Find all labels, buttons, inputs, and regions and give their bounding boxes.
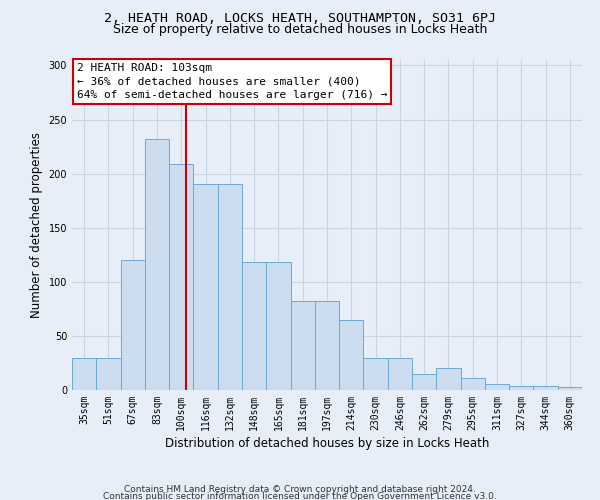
Bar bbox=[169, 164, 193, 390]
Text: Size of property relative to detached houses in Locks Heath: Size of property relative to detached ho… bbox=[113, 22, 487, 36]
Bar bbox=[290, 302, 315, 390]
Text: Contains public sector information licensed under the Open Government Licence v3: Contains public sector information licen… bbox=[103, 492, 497, 500]
Text: 2 HEATH ROAD: 103sqm
← 36% of detached houses are smaller (400)
64% of semi-deta: 2 HEATH ROAD: 103sqm ← 36% of detached h… bbox=[77, 64, 388, 100]
Bar bbox=[315, 302, 339, 390]
Bar bbox=[412, 374, 436, 390]
Bar bbox=[485, 384, 509, 390]
Bar bbox=[145, 139, 169, 390]
Bar bbox=[242, 262, 266, 390]
Bar bbox=[558, 387, 582, 390]
Bar bbox=[266, 262, 290, 390]
Bar bbox=[533, 386, 558, 390]
Bar bbox=[461, 378, 485, 390]
Bar bbox=[121, 260, 145, 390]
Bar bbox=[436, 368, 461, 390]
Bar bbox=[364, 358, 388, 390]
Text: Contains HM Land Registry data © Crown copyright and database right 2024.: Contains HM Land Registry data © Crown c… bbox=[124, 486, 476, 494]
Bar bbox=[509, 386, 533, 390]
Text: 2, HEATH ROAD, LOCKS HEATH, SOUTHAMPTON, SO31 6PJ: 2, HEATH ROAD, LOCKS HEATH, SOUTHAMPTON,… bbox=[104, 12, 496, 26]
Bar bbox=[388, 358, 412, 390]
Y-axis label: Number of detached properties: Number of detached properties bbox=[30, 132, 43, 318]
Bar bbox=[339, 320, 364, 390]
Bar bbox=[72, 358, 96, 390]
Bar bbox=[193, 184, 218, 390]
Bar bbox=[218, 184, 242, 390]
X-axis label: Distribution of detached houses by size in Locks Heath: Distribution of detached houses by size … bbox=[165, 437, 489, 450]
Bar bbox=[96, 358, 121, 390]
